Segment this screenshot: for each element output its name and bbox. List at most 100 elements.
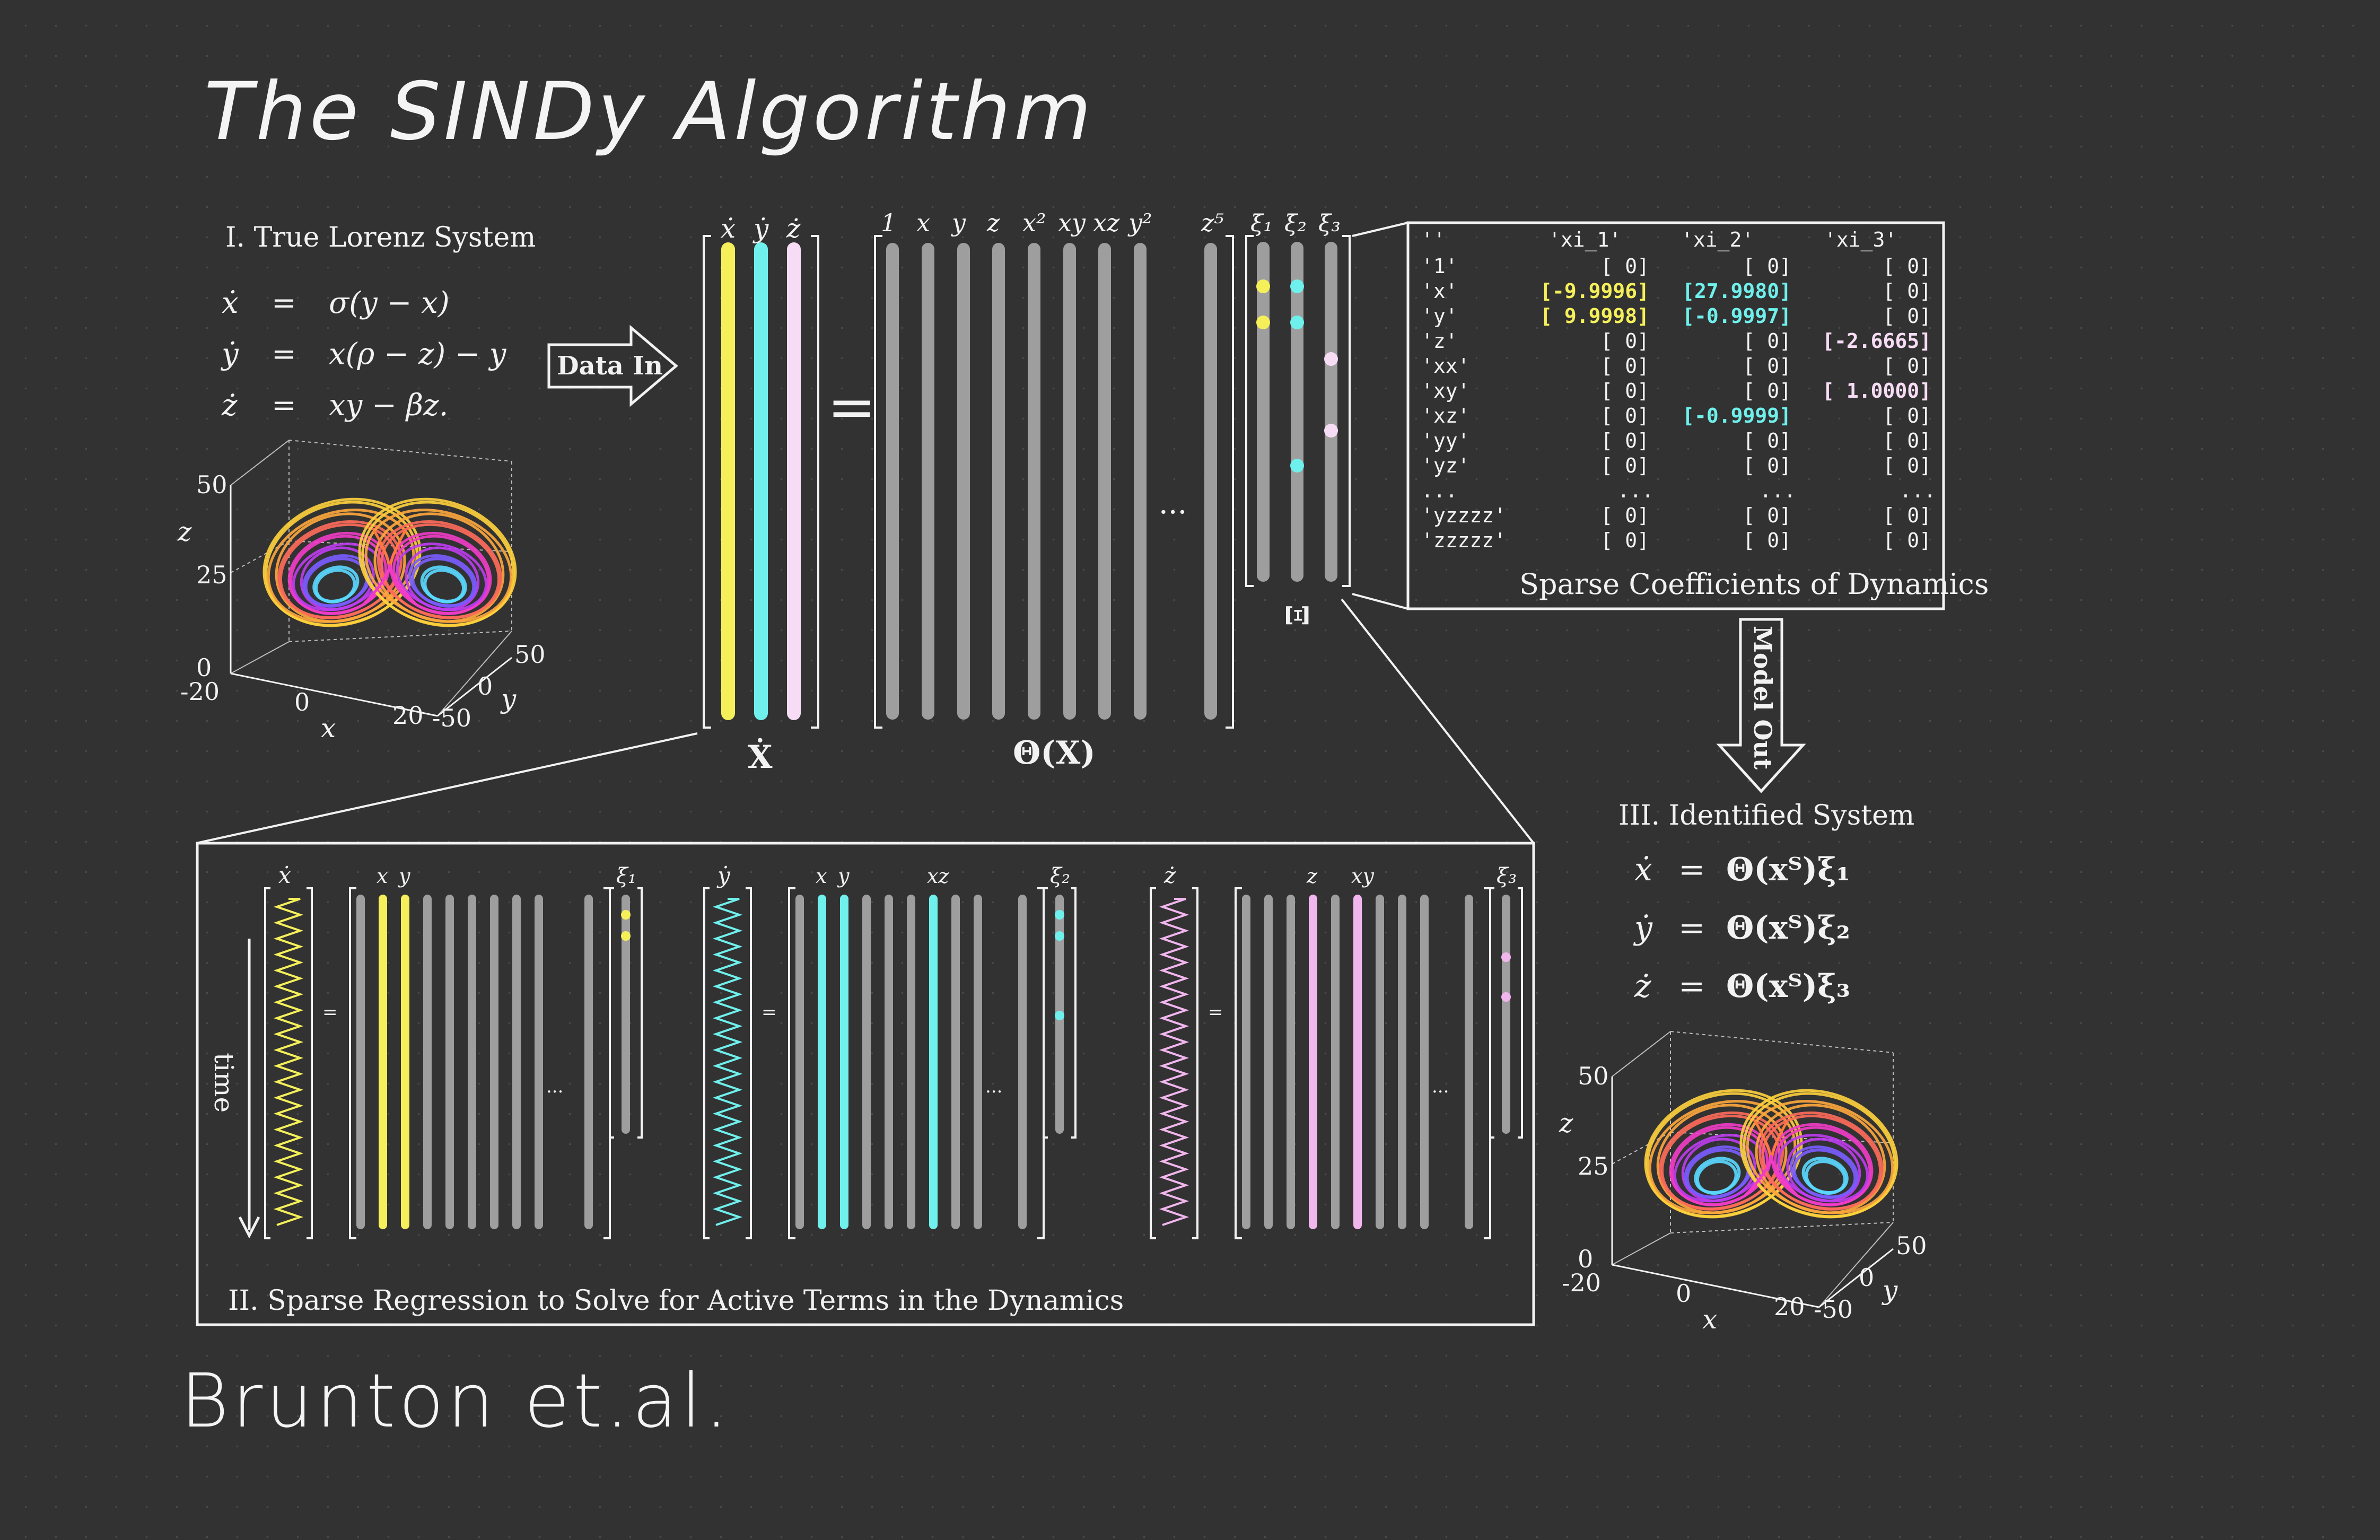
x-axis bbox=[230, 672, 438, 717]
panel2-caption: II. Sparse Regression to Solve for Activ… bbox=[228, 1285, 1124, 1317]
x-tick-label: -20 bbox=[180, 677, 220, 706]
attractor-trajectory bbox=[1660, 1114, 1781, 1211]
plot-box-edge bbox=[1818, 1222, 1894, 1308]
x-axis-label: x bbox=[1702, 1304, 1717, 1335]
table-cell: [ 0] bbox=[1883, 454, 1931, 477]
table-cell: [ 0] bbox=[1600, 504, 1649, 527]
p2-library-left-bracket bbox=[1235, 887, 1242, 1239]
nonzero-coefficient-dot bbox=[1290, 316, 1304, 329]
table-row-name: 'xx' bbox=[1421, 354, 1470, 378]
xi-col-label: ξ₂ bbox=[1284, 210, 1307, 237]
p2-nonzero-dot bbox=[1055, 931, 1064, 941]
table-cell: [ 0] bbox=[1743, 454, 1791, 477]
p2-xi-left-bracket bbox=[1489, 887, 1494, 1139]
theta-col-label: y bbox=[951, 208, 966, 237]
attractor-trajectory bbox=[1744, 1154, 1799, 1197]
main-equals: = bbox=[827, 373, 876, 441]
attractor-trajectory bbox=[361, 501, 515, 627]
x-tick-label: 0 bbox=[1676, 1279, 1691, 1308]
xi-matrix-label: Ξ bbox=[1279, 605, 1315, 626]
p2-xi-label: ξ₁ bbox=[616, 864, 636, 888]
table-cell: [ 0] bbox=[1883, 429, 1931, 452]
attractor-trajectory bbox=[423, 568, 465, 603]
attractor-trajectory bbox=[1681, 1138, 1756, 1202]
xi-matrix: ξ₁ ξ₂ ξ₃ Ξ bbox=[1245, 210, 1351, 626]
y-axis bbox=[1818, 1248, 1894, 1308]
attractor-trajectory bbox=[380, 523, 501, 619]
plot-box-edge bbox=[437, 631, 512, 716]
table-cell: [ 0] bbox=[1743, 504, 1791, 527]
xi-col-label: ξ₃ bbox=[1318, 210, 1341, 237]
xi-matrix-right-bracket bbox=[1342, 235, 1351, 587]
table-cell: [ 0] bbox=[1883, 504, 1931, 527]
theta-col-label: z⁵ bbox=[1201, 208, 1224, 237]
p2-lhs-right-bracket bbox=[1192, 887, 1198, 1239]
p2-xi-label: ξ₂ bbox=[1050, 864, 1070, 888]
attractor-trajectory bbox=[1755, 1104, 1886, 1214]
table-cell: [ 9.9998] bbox=[1540, 304, 1649, 328]
xi-col-label: ξ₁ bbox=[1250, 210, 1273, 237]
page-title: The SINDy Algorithm bbox=[204, 66, 1095, 158]
table-cell: [ 0] bbox=[1883, 404, 1931, 427]
lorenz-eq-rhs: x(ρ − z) − y bbox=[329, 337, 507, 372]
p2-xi-left-bracket bbox=[609, 887, 614, 1139]
p2-nonzero-dot bbox=[1055, 910, 1064, 920]
theta-col-label: x bbox=[916, 208, 930, 237]
lorenz-eq-lhs: ẏ bbox=[220, 337, 239, 372]
plot-box-edge bbox=[230, 641, 290, 674]
p2-xi-right-bracket bbox=[637, 887, 643, 1139]
identified-eq-rhs: Θ(xᵀ)ξ₃ bbox=[1726, 968, 1850, 1005]
nonzero-coefficient-dot bbox=[1324, 352, 1338, 366]
z-tick-label: 50 bbox=[1578, 1062, 1609, 1090]
xdot-col-label: ẏ bbox=[752, 213, 769, 244]
theta-matrix-left-bracket bbox=[874, 235, 882, 729]
p2-xi-left-bracket bbox=[1043, 887, 1048, 1139]
table-cell: [ 0] bbox=[1600, 255, 1649, 278]
table-cell: [-0.9997] bbox=[1682, 304, 1791, 328]
plot-box-edge bbox=[1670, 1222, 1894, 1233]
y-tick-label: -50 bbox=[432, 704, 471, 732]
table-cell: [ 0] bbox=[1883, 279, 1931, 303]
p2-library-left-bracket bbox=[788, 887, 795, 1239]
p2-xi-right-bracket bbox=[1518, 887, 1523, 1139]
table-cell: ... bbox=[1900, 479, 1936, 502]
nonzero-coefficient-dot bbox=[1290, 279, 1304, 293]
plot-box-edge bbox=[1612, 1031, 1671, 1077]
data-in-label: Data In bbox=[557, 351, 663, 381]
p2-ellipsis: ... bbox=[1432, 1076, 1449, 1097]
coefficient-table: '''xi_1''xi_2''xi_3''1'[ 0][ 0][ 0]'x' [-… bbox=[1406, 221, 1989, 610]
table-header: 'xi_1' bbox=[1548, 228, 1621, 252]
z-tick-label: 50 bbox=[196, 470, 228, 499]
identified-eq-lhs: ẋ bbox=[1634, 851, 1652, 888]
p2-term-label: xz bbox=[927, 864, 949, 888]
p2-equals: = bbox=[762, 1002, 777, 1023]
table-cell: [ 0] bbox=[1883, 304, 1931, 328]
theta-matrix-label: Θ(X) bbox=[1013, 734, 1096, 772]
attractor-trajectory bbox=[1774, 1126, 1871, 1206]
table-cell: [ 0] bbox=[1600, 529, 1649, 552]
attractor-trajectory bbox=[362, 563, 417, 606]
attractor-trajectory bbox=[1761, 1114, 1882, 1211]
p2-ellipsis: ... bbox=[985, 1076, 1002, 1097]
table-cell: [ 0] bbox=[1883, 529, 1931, 552]
x-tick-label: 20 bbox=[1774, 1292, 1805, 1321]
attractor-trajectory bbox=[314, 568, 356, 603]
nonzero-coefficient-dot bbox=[1256, 316, 1270, 329]
y-tick-label: 0 bbox=[477, 672, 493, 701]
table-cell: [-9.9996] bbox=[1540, 279, 1649, 303]
panel3-heading: III. Identified System bbox=[1618, 800, 1914, 832]
z-tick-label: 25 bbox=[196, 561, 228, 589]
p2-lhs-signal bbox=[712, 898, 743, 1226]
p2-term-label: y bbox=[837, 864, 850, 888]
model-out-arrow: Model Out bbox=[1716, 618, 1806, 793]
lorenz-equations: ẋ = σ(y − x) ẏ = x(ρ − z) − y ż = xy − βz. bbox=[220, 286, 507, 423]
lorenz-eq-equals: = bbox=[272, 388, 296, 423]
lorenz-eq-rhs: xy − βz. bbox=[329, 388, 448, 423]
identified-eq-rhs: Θ(xᵀ)ξ₂ bbox=[1726, 909, 1850, 947]
attractor-trajectory bbox=[373, 512, 505, 623]
author-signature: Brunton et.al. bbox=[180, 1358, 731, 1445]
table-header: 'xi_3' bbox=[1824, 228, 1897, 252]
xi-matrix-left-bracket bbox=[1245, 235, 1254, 587]
nonzero-coefficient-dot bbox=[1324, 424, 1338, 438]
